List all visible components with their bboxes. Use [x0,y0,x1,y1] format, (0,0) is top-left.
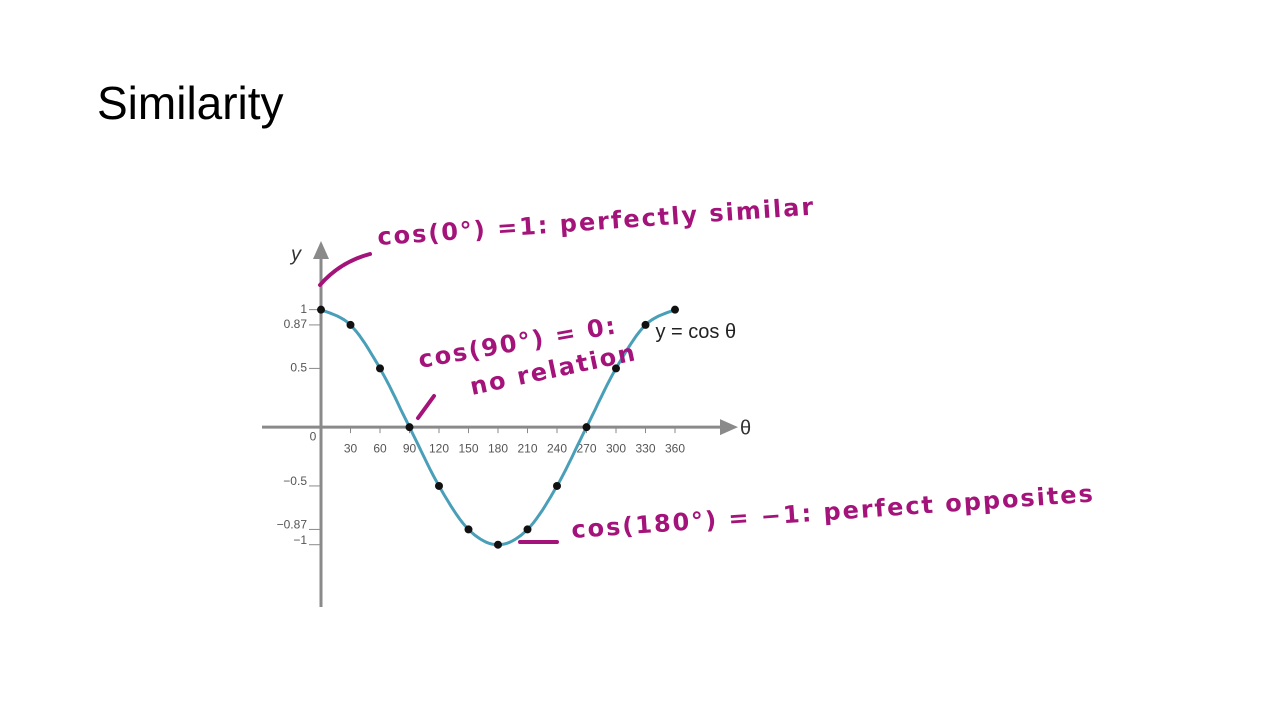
y-tick-label: −0.87 [277,518,308,532]
point [523,525,532,534]
x-tick-label: 240 [547,441,567,455]
slide-title: Similarity [97,77,284,129]
y-tick-label: −0.5 [283,474,307,488]
x-axis-label: θ [740,417,751,439]
x-tick-label: 120 [429,441,449,455]
x-tick-label: 300 [606,441,626,455]
y-tick-label: −1 [293,533,307,547]
point [582,423,591,432]
x-tick-label: 60 [373,441,387,455]
point [671,305,679,314]
annotation-stroke [318,252,372,287]
x-axis-arrow [720,419,738,436]
point [346,320,355,329]
y-tick-label: 0.87 [284,317,308,331]
point [376,364,384,373]
point [553,481,561,490]
x-tick-label: 360 [665,441,685,455]
x-tick-label: 270 [576,441,596,455]
annotation-stroke [416,394,436,420]
point [494,540,502,549]
x-tick-label: 90 [403,441,417,455]
x-tick-label: 0 [310,429,317,443]
y-tick-label: 1 [300,302,307,316]
x-tick-label: 180 [488,441,508,455]
point [641,320,650,329]
point [317,305,325,314]
series-label: y = cos θ [656,321,737,343]
point [612,364,620,373]
point [464,525,473,534]
y-axis-label: y [289,243,302,265]
y-axis-arrow [313,241,329,259]
point [435,481,443,490]
x-tick-label: 210 [517,441,537,455]
annotation: cos(180°) = −1: perfect opposites [570,479,1095,544]
x-tick-label: 30 [344,441,358,455]
x-tick-label: 330 [635,441,655,455]
point [405,423,414,432]
x-tick-label: 150 [458,441,478,455]
y-tick-label: 0.5 [290,361,307,375]
annotation: cos(0°) =1: perfectly similar [376,192,816,251]
